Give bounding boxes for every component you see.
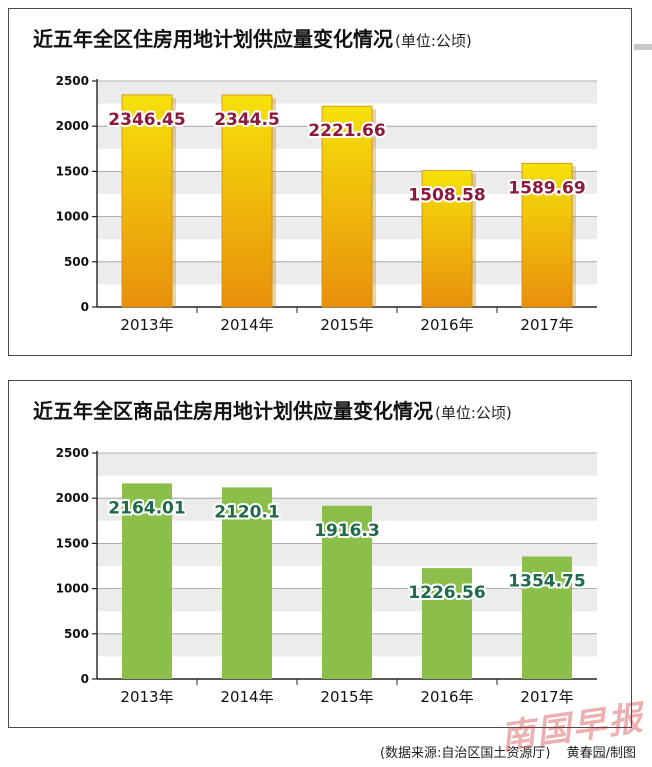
chart-unit: (单位:公顷) (395, 32, 472, 50)
x-tick-label: 2016年 (420, 316, 473, 334)
data-label: 1589.69 (508, 178, 585, 198)
chart-panel-housing-land: 近五年全区住房用地计划供应量变化情况 (单位:公顷) 0 500 1000 1500 20… (8, 8, 632, 356)
x-tick-label: 2017年 (520, 688, 573, 706)
bar (521, 162, 573, 308)
data-label-halo: 2344.5 (214, 110, 280, 130)
bar (122, 483, 172, 679)
data-label-halo: 1589.69 (508, 178, 585, 198)
bar (321, 105, 373, 308)
y-tick-label: 1000 (56, 210, 89, 224)
data-label: 1916.3 (314, 521, 380, 541)
x-tick-label: 2017年 (520, 316, 573, 334)
data-label: 2221.66 (308, 121, 385, 141)
y-tick-label: 2500 (56, 74, 89, 88)
source-text: (数据来源:自治区国土资源厅) (379, 746, 551, 761)
y-tick-label: 500 (64, 255, 89, 269)
chart-title-text: 近五年全区商品住房用地计划供应量变化情况 (33, 399, 433, 423)
chart-panel-commercial-housing-land: 近五年全区商品住房用地计划供应量变化情况 (单位:公顷) 0 500 1000 1500… (8, 380, 632, 728)
y-tick-label: 500 (64, 627, 89, 641)
bar (221, 94, 273, 308)
data-label: 1508.58 (408, 186, 485, 206)
data-label: 2346.45 (108, 110, 185, 130)
data-label-halo: 1508.58 (408, 186, 485, 206)
chart-unit: (单位:公顷) (435, 404, 512, 422)
x-tick-label: 2015年 (320, 316, 373, 334)
data-label-halo: 1354.75 (508, 572, 585, 592)
x-tick-label: 2013年 (120, 688, 173, 706)
credit-text: 黄春园/制图 (566, 746, 636, 761)
data-label: 2120.1 (214, 502, 280, 522)
data-label-halo: 2164.01 (108, 498, 185, 518)
y-tick-label: 2500 (56, 446, 89, 460)
x-tick-label: 2014年 (220, 688, 273, 706)
bar (522, 556, 572, 679)
grid-band (97, 453, 597, 476)
data-label: 1354.75 (508, 572, 585, 592)
bar (222, 487, 272, 679)
data-label-halo: 2120.1 (214, 502, 280, 522)
x-tick-label: 2014年 (220, 316, 273, 334)
y-tick-label: 1000 (56, 582, 89, 596)
y-tick-label: 1500 (56, 536, 89, 550)
data-label-halo: 1916.3 (314, 521, 380, 541)
x-tick-label: 2013年 (120, 316, 173, 334)
y-tick-label: 2000 (56, 119, 89, 133)
bar (421, 170, 473, 308)
side-decoration (634, 44, 652, 50)
y-tick-label: 0 (81, 300, 89, 314)
chart-title: 近五年全区住房用地计划供应量变化情况 (单位:公顷) (33, 23, 472, 52)
bar (422, 568, 472, 679)
y-tick-label: 1500 (56, 164, 89, 178)
data-label: 2164.01 (108, 498, 185, 518)
x-tick-label: 2015年 (320, 688, 373, 706)
y-tick-label: 2000 (56, 491, 89, 505)
bar-chart-commercial-housing-land: 050010001500200025002164.012164.012013年2… (56, 446, 597, 706)
bar (121, 94, 173, 308)
bar (322, 505, 372, 679)
data-label: 1226.56 (408, 583, 485, 603)
chart-title-text: 近五年全区住房用地计划供应量变化情况 (33, 27, 393, 51)
y-tick-label: 0 (81, 672, 89, 686)
data-label-halo: 2346.45 (108, 110, 185, 130)
data-label-halo: 2221.66 (308, 121, 385, 141)
bar-chart-housing-land: 050010001500200025002346.452346.452013年2… (56, 74, 597, 334)
source-note: (数据来源:自治区国土资源厅) 黄春园/制图 (380, 742, 636, 761)
x-tick-label: 2016年 (420, 688, 473, 706)
data-label-halo: 1226.56 (408, 583, 485, 603)
chart-title: 近五年全区商品住房用地计划供应量变化情况 (单位:公顷) (33, 395, 512, 424)
data-label: 2344.5 (214, 110, 280, 130)
